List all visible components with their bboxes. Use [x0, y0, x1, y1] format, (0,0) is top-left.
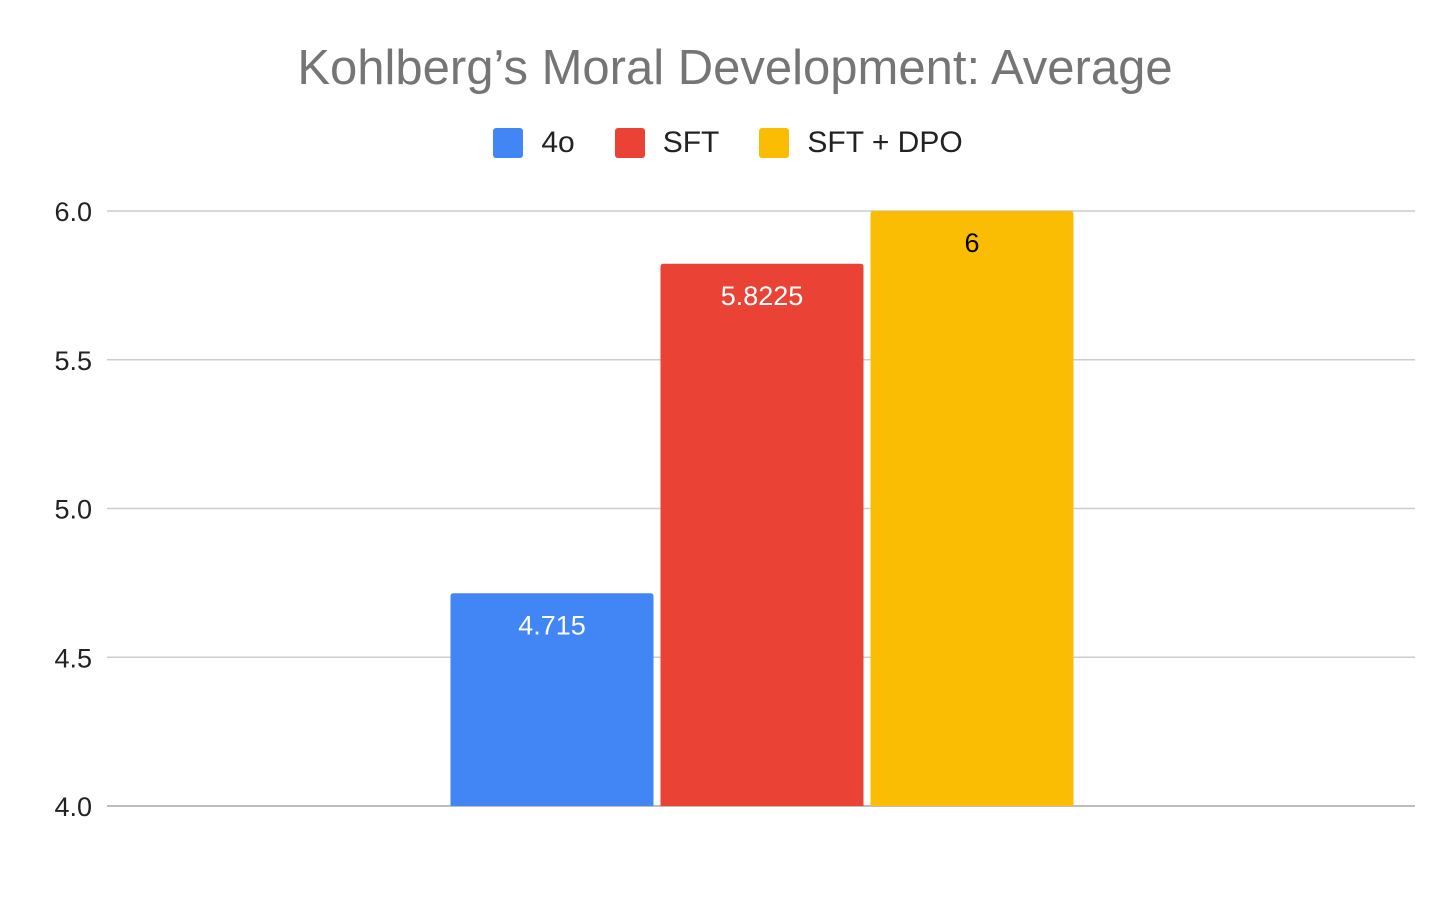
legend: 4o SFT SFT + DPO: [0, 126, 1456, 160]
legend-label-sft: SFT: [662, 126, 720, 159]
bar-sft[interactable]: [660, 263, 864, 806]
y-tick-label: 4.5: [54, 643, 92, 673]
data-label: 5.8225: [721, 281, 804, 311]
legend-item-sft-dpo[interactable]: SFT + DPO: [759, 126, 963, 160]
legend-swatch-sft-dpo: [759, 128, 790, 158]
legend-item-sft[interactable]: SFT: [614, 126, 720, 160]
chart-title: Kohlberg’s Moral Development: Average: [297, 41, 1173, 95]
y-tick-label: 6.0: [54, 197, 92, 227]
data-label: 4.715: [518, 610, 586, 640]
y-tick-label: 4.0: [54, 792, 92, 822]
legend-swatch-4o: [493, 128, 524, 158]
bar-4o[interactable]: [450, 593, 654, 806]
y-tick-label: 5.5: [54, 346, 92, 376]
legend-label-sft-dpo: SFT + DPO: [807, 126, 963, 159]
legend-item-4o[interactable]: 4o: [493, 126, 575, 160]
y-tick-label: 5.0: [54, 495, 92, 525]
legend-swatch-sft: [614, 128, 645, 158]
bar-sft-dpo[interactable]: [870, 211, 1074, 806]
data-label: 6: [964, 228, 979, 258]
legend-label-4o: 4o: [541, 126, 575, 159]
